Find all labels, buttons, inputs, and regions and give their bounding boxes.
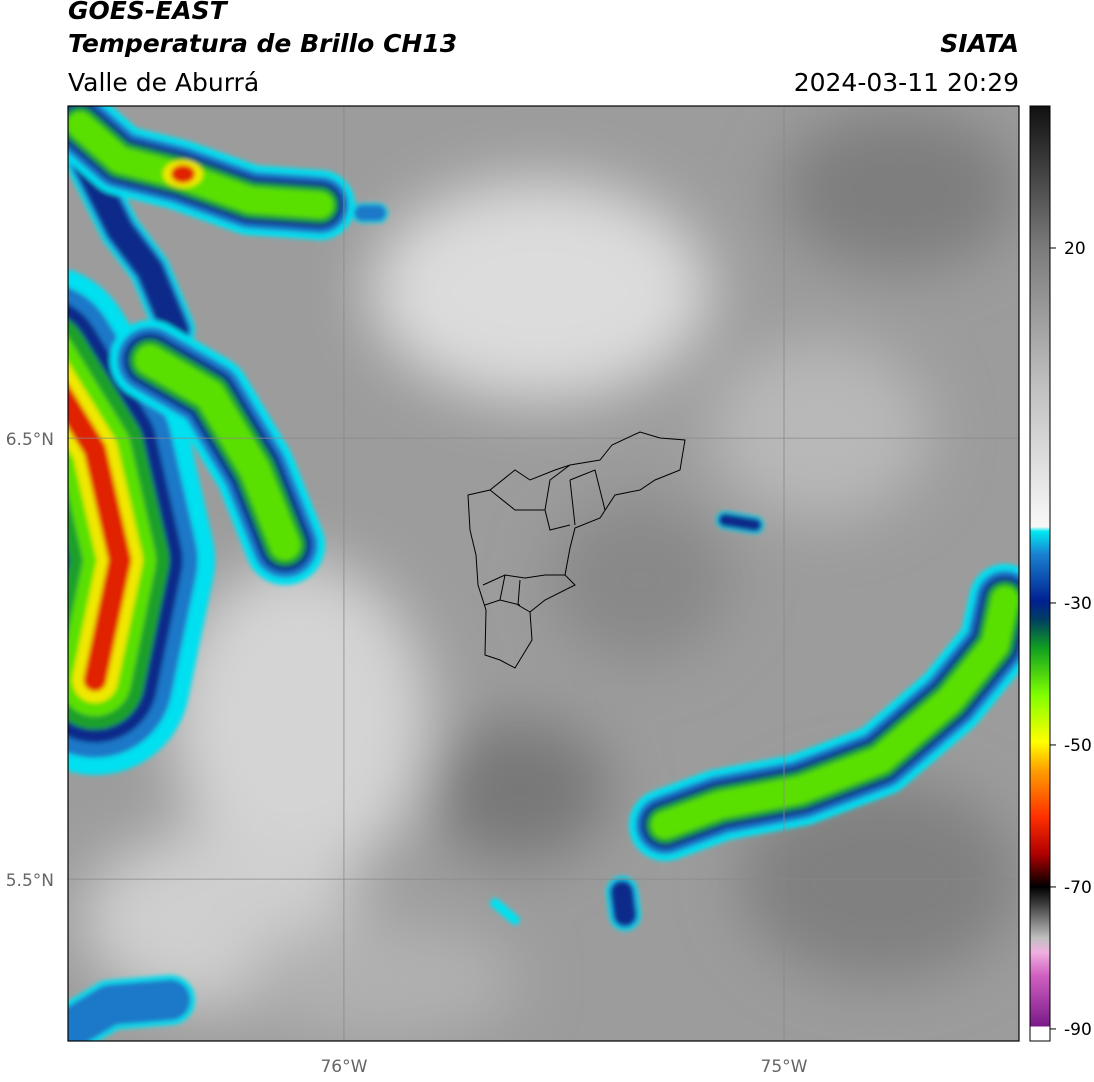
colorbar-tick-label: -30 [1064, 594, 1092, 614]
map [68, 106, 1019, 1041]
cloud-texture [80, 110, 1019, 1040]
dark-area [780, 110, 1019, 270]
municipal-boundaries [467, 431, 686, 669]
subtitle: Temperatura de Brillo CH13 [68, 29, 457, 58]
bright-area [710, 340, 930, 520]
y-tick-label: 6.5°N [6, 430, 54, 450]
cloud-layer [68, 383, 132, 692]
cloud-layer [68, 136, 189, 344]
cloud-core [171, 165, 195, 183]
colorbar-tick-label: -90 [1064, 1020, 1092, 1040]
dark-area [550, 500, 730, 660]
cloud-layer [719, 514, 761, 531]
title: GOES-EAST [68, 0, 229, 25]
colorbar [1029, 105, 1051, 1042]
region: Valle de Aburrá [68, 68, 259, 97]
timestamp: 2024-03-11 20:29 [794, 68, 1019, 97]
x-tick-label: 76°W [320, 1057, 367, 1077]
y-tick-label: 5.5°N [6, 871, 54, 891]
bright-area [370, 180, 710, 400]
dark-area [430, 720, 610, 860]
boundary [482, 464, 606, 613]
colorbar-tick-label: 20 [1064, 239, 1086, 259]
map-frame [67, 105, 1020, 1042]
cloud-layer [611, 881, 636, 926]
graticule [68, 106, 1019, 1041]
agency: SIATA [940, 29, 1019, 58]
cloud-layer [490, 898, 520, 925]
colorbar-tick-label: -50 [1064, 736, 1092, 756]
x-tick-label: 75°W [761, 1057, 808, 1077]
bright-area [170, 560, 430, 880]
tick-labels: 6.5°N 5.5°N 76°W 75°W 20 -30 -50 -70 -90 [6, 239, 1092, 1077]
cloud-layer [134, 344, 301, 561]
bright-area [240, 920, 520, 1040]
storm-clouds [68, 106, 1019, 1041]
cloud-layer [68, 979, 191, 1041]
dark-area [740, 780, 1019, 980]
colorbar-tick-label: -70 [1064, 878, 1092, 898]
cloud-layer [651, 586, 1019, 839]
